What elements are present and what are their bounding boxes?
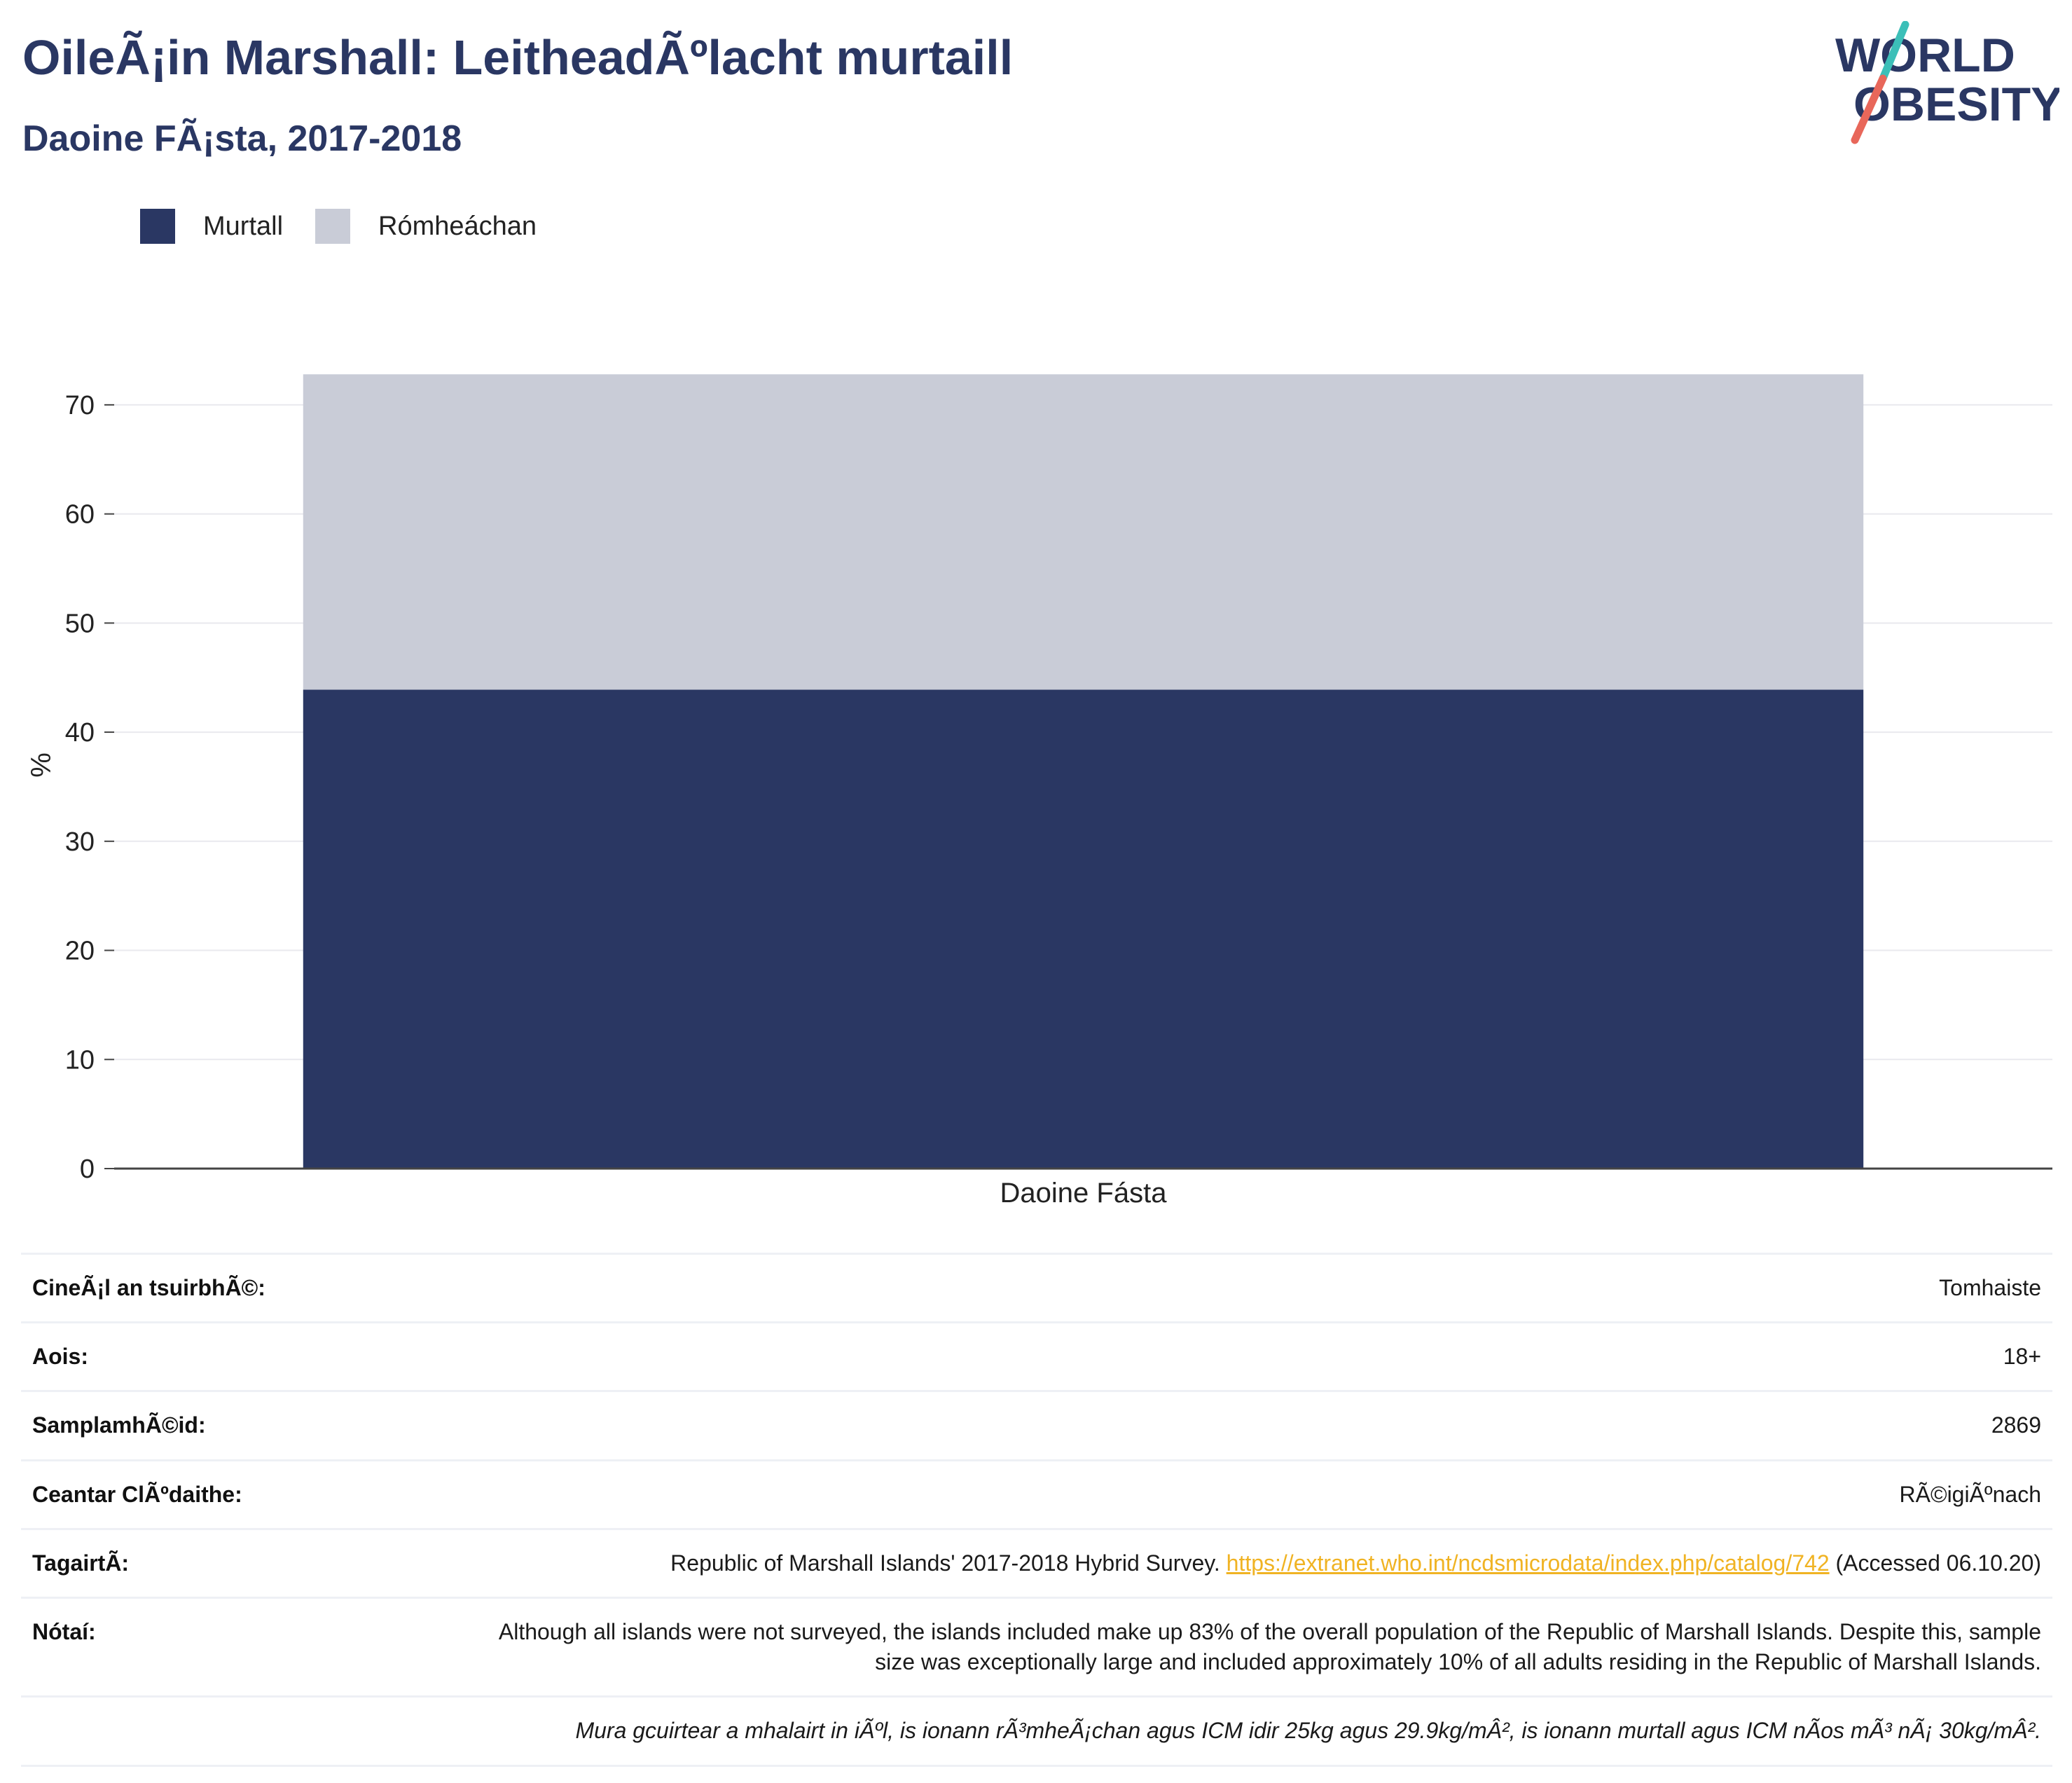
bar-stack	[303, 374, 1864, 1169]
definition-footnote: Mura gcuirtear a mhalairt in iÃºl, is io…	[21, 1695, 2052, 1767]
info-value: 2869	[464, 1390, 2052, 1461]
legend-item-murtall[interactable]: Murtall	[140, 209, 283, 244]
logo-line1: WORLD	[1835, 29, 2015, 82]
reference-text: Republic of Marshall Islands' 2017-2018 …	[670, 1550, 1220, 1576]
y-axis-title: %	[26, 752, 57, 778]
notes-key: Nótaí:	[21, 1596, 464, 1697]
y-tick-label: 10	[65, 1045, 95, 1075]
info-row: SamplamhÃ©id: 2869	[21, 1390, 2052, 1461]
info-row-reference: TagairtÃ­: Republic of Marshall Islands'…	[21, 1527, 2052, 1598]
x-category-label: Daoine Fásta	[1000, 1178, 1168, 1209]
info-row: Aois: 18+	[21, 1321, 2052, 1391]
reference-link[interactable]: https://extranet.who.int/ncdsmicrodata/i…	[1226, 1550, 1830, 1576]
logo-slash-teal-icon	[1879, 21, 1909, 83]
info-value: Tomhaiste	[464, 1252, 2052, 1323]
logo-line2: OBESITY	[1853, 78, 2059, 131]
y-tick-label: 0	[80, 1155, 95, 1184]
logo-slash-coral-icon	[1851, 74, 1887, 144]
y-tick-label: 60	[65, 500, 95, 530]
chart-legend: Murtall Rómheáchan	[140, 207, 569, 245]
info-key: CineÃ¡l an tsuirbhÃ©:	[21, 1252, 464, 1323]
info-row-footnote: Mura gcuirtear a mhalairt in iÃºl, is io…	[21, 1695, 2052, 1767]
info-row: Ceantar ClÃºdaithe: RÃ©igiÃºnach	[21, 1459, 2052, 1529]
info-value: 18+	[464, 1321, 2052, 1391]
info-key: Ceantar ClÃºdaithe:	[21, 1459, 464, 1529]
reference-value: Republic of Marshall Islands' 2017-2018 …	[464, 1527, 2052, 1598]
notes-value: Although all islands were not surveyed, …	[464, 1596, 2052, 1697]
legend-swatch-murtall	[140, 209, 175, 244]
info-value: RÃ©igiÃºnach	[464, 1459, 2052, 1529]
info-row: CineÃ¡l an tsuirbhÃ©: Tomhaiste	[21, 1252, 2052, 1323]
y-tick-label: 20	[65, 937, 95, 966]
legend-label-murtall: Murtall	[203, 211, 284, 241]
bar-murtall[interactable]	[303, 689, 1864, 1169]
bar-romheachan[interactable]	[303, 374, 1864, 690]
survey-info-table: CineÃ¡l an tsuirbhÃ©: Tomhaiste Aois: 18…	[21, 1252, 2052, 1767]
y-tick-label: 50	[65, 609, 95, 638]
world-obesity-logo: WORLD OBESITY	[1835, 21, 2059, 144]
page-title: OileÃ¡in Marshall: LeitheadÃºlacht murta…	[22, 30, 1014, 85]
info-row-notes: Nótaí: Although all islands were not sur…	[21, 1596, 2052, 1697]
reference-key: TagairtÃ­:	[21, 1527, 464, 1598]
reference-accessed: (Accessed 06.10.20)	[1835, 1550, 2042, 1576]
y-tick-label: 40	[65, 718, 95, 748]
legend-label-romheachan: Rómheáchan	[378, 211, 537, 241]
y-tick-label: 70	[65, 391, 95, 420]
axes: 0 10 20 30 40 50 60 70 Daoine Fásta	[65, 391, 2052, 1209]
page-subtitle: Daoine FÃ¡sta, 2017-2018	[22, 118, 462, 159]
info-key: SamplamhÃ©id:	[21, 1390, 464, 1461]
legend-item-romheachan[interactable]: Rómheáchan	[315, 209, 537, 244]
info-key: Aois:	[21, 1321, 464, 1391]
stacked-bar-chart: 0 10 20 30 40 50 60 70 Daoine Fásta %	[26, 374, 2052, 1209]
y-tick-label: 30	[65, 827, 95, 857]
legend-swatch-romheachan	[315, 209, 351, 244]
